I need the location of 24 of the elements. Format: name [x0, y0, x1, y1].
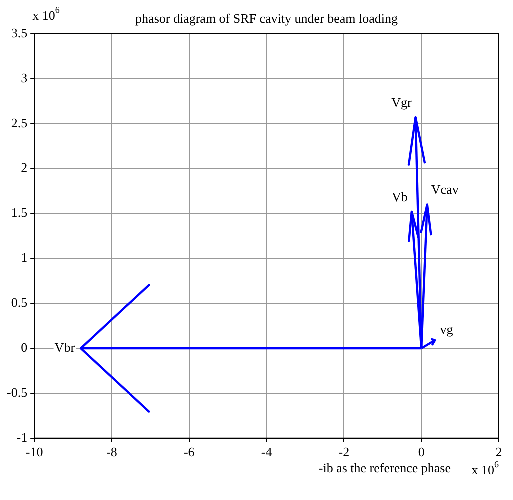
series-label: Vb: [392, 189, 408, 204]
x-tick-label: 2: [496, 444, 502, 460]
chart-title: phasor diagram of SRF cavity under beam loading: [136, 10, 399, 26]
x-tick-label: -10: [26, 444, 44, 460]
y-tick-label: 3.5: [11, 25, 28, 40]
series-label: Vbr: [54, 340, 76, 355]
x-tick-label: -4: [261, 444, 273, 460]
y-tick-label: 1: [21, 250, 28, 266]
y-tick-label: 3: [21, 70, 28, 86]
y-tick-label: 2.5: [11, 115, 28, 130]
series-label: Vcav: [431, 182, 460, 198]
x-tick-label: -6: [184, 444, 196, 460]
y-tick-label: -1: [16, 430, 28, 445]
y-tick-label: -0.5: [6, 384, 28, 400]
x-axis-title: -ib as the reference phase: [318, 460, 452, 476]
series-label: Vgr: [392, 95, 412, 110]
y-tick-label: 0.5: [11, 295, 28, 310]
x-tick-label: -2: [338, 444, 350, 460]
y-tick-label: 0: [21, 340, 28, 355]
x-tick-label: -8: [106, 444, 118, 460]
series-label: vg: [440, 322, 454, 337]
x-tick-label: 0: [418, 444, 425, 460]
y-tick-label: 1.5: [11, 205, 28, 220]
y-tick-label: 2: [21, 160, 28, 176]
